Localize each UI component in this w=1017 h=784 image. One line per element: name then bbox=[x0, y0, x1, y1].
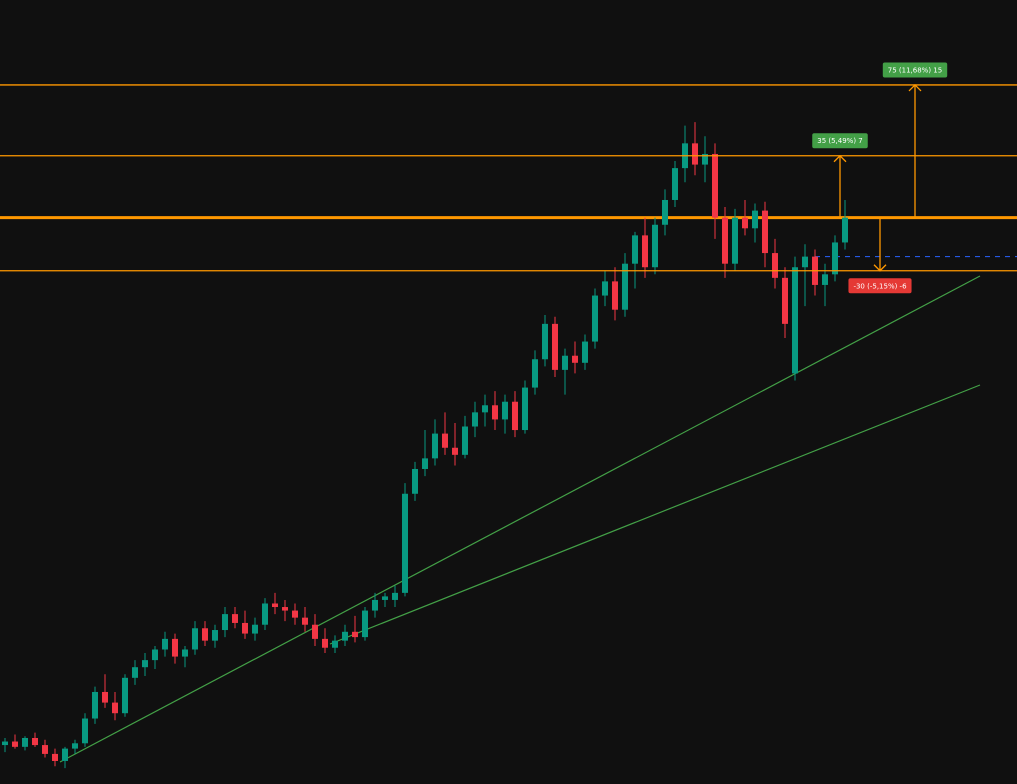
candle-body bbox=[262, 603, 268, 625]
candle-body bbox=[512, 401, 518, 431]
candle-body bbox=[72, 743, 78, 749]
candle-body bbox=[52, 753, 58, 761]
candle-body bbox=[102, 691, 108, 703]
candle-body bbox=[142, 660, 148, 668]
candle-body bbox=[472, 412, 478, 427]
candle-body bbox=[242, 622, 248, 634]
candle-body bbox=[162, 638, 168, 650]
level-label: 35 (5,49%) 7 bbox=[817, 137, 863, 145]
candle-body bbox=[762, 210, 768, 254]
level-label: 75 (11,68%) 15 bbox=[888, 66, 942, 74]
candle-body bbox=[412, 468, 418, 494]
candle-body bbox=[562, 355, 568, 370]
candle-body bbox=[732, 217, 738, 264]
candle-body bbox=[502, 401, 508, 420]
candle-body bbox=[112, 702, 118, 714]
candle-body bbox=[482, 405, 488, 413]
candle-body bbox=[382, 596, 388, 600]
candle-body bbox=[492, 405, 498, 420]
candle-body bbox=[402, 493, 408, 593]
level-label: -30 (-5,15%) -6 bbox=[853, 282, 907, 290]
candle-body bbox=[152, 649, 158, 661]
candle-body bbox=[332, 640, 338, 648]
candle-body bbox=[802, 256, 808, 268]
candle-body bbox=[642, 235, 648, 268]
candle-body bbox=[692, 143, 698, 165]
candle-body bbox=[842, 217, 848, 243]
candle-body bbox=[22, 737, 28, 747]
candle-body bbox=[572, 355, 578, 363]
label-box bbox=[812, 133, 868, 149]
candle-body bbox=[552, 323, 558, 370]
candle-body bbox=[522, 387, 528, 431]
candle-body bbox=[782, 277, 788, 324]
candle-body bbox=[792, 267, 798, 374]
candle-body bbox=[252, 624, 258, 634]
candle-body bbox=[232, 614, 238, 623]
candle-body bbox=[652, 224, 658, 268]
candle-body bbox=[712, 153, 718, 218]
candle-body bbox=[282, 607, 288, 611]
candle-body bbox=[352, 631, 358, 638]
candle-body bbox=[392, 592, 398, 600]
candle-body bbox=[132, 667, 138, 678]
candle-body bbox=[822, 274, 828, 285]
candle-body bbox=[2, 741, 8, 746]
candle-body bbox=[202, 628, 208, 641]
candle-body bbox=[62, 748, 68, 761]
candle-body bbox=[182, 649, 188, 657]
candle-body bbox=[672, 168, 678, 200]
candle-body bbox=[82, 718, 88, 744]
candle-body bbox=[602, 281, 608, 296]
candle-body bbox=[612, 281, 618, 310]
candle-body bbox=[752, 210, 758, 229]
arrow-head bbox=[833, 154, 847, 163]
candle-body bbox=[622, 263, 628, 310]
trend-line bbox=[59, 275, 981, 763]
candle-body bbox=[42, 745, 48, 754]
candle-body bbox=[362, 610, 368, 638]
candle-body bbox=[212, 630, 218, 641]
candle-body bbox=[452, 447, 458, 455]
candle-body bbox=[702, 153, 708, 165]
candle-body bbox=[272, 603, 278, 608]
candle-body bbox=[832, 242, 838, 275]
label-box bbox=[882, 62, 948, 78]
trend-line bbox=[329, 384, 981, 645]
arrow-head bbox=[908, 84, 922, 92]
candle-body bbox=[542, 323, 548, 360]
candle-body bbox=[422, 458, 428, 469]
candle-body bbox=[222, 614, 228, 631]
candle-body bbox=[122, 677, 128, 714]
candle-body bbox=[292, 610, 298, 618]
candle-body bbox=[192, 628, 198, 650]
candle-body bbox=[342, 631, 348, 641]
candle-body bbox=[92, 691, 98, 719]
candle-body bbox=[662, 199, 668, 225]
candle-body bbox=[532, 359, 538, 388]
candle-body bbox=[322, 638, 328, 648]
candle-body bbox=[632, 235, 638, 264]
candle-body bbox=[172, 638, 178, 657]
candle-body bbox=[722, 217, 728, 264]
arrow-head bbox=[873, 264, 887, 272]
candle-body bbox=[442, 433, 448, 448]
candle-body bbox=[312, 624, 318, 639]
candle-body bbox=[592, 295, 598, 342]
candle-body bbox=[742, 217, 748, 229]
candle-body bbox=[432, 433, 438, 459]
candle-body bbox=[772, 253, 778, 278]
candle-body bbox=[302, 617, 308, 625]
candle-body bbox=[372, 599, 378, 611]
candle-body bbox=[32, 737, 38, 746]
candle-body bbox=[582, 341, 588, 363]
candle-body bbox=[462, 426, 468, 455]
label-box bbox=[848, 278, 912, 294]
candle-body bbox=[12, 741, 18, 747]
